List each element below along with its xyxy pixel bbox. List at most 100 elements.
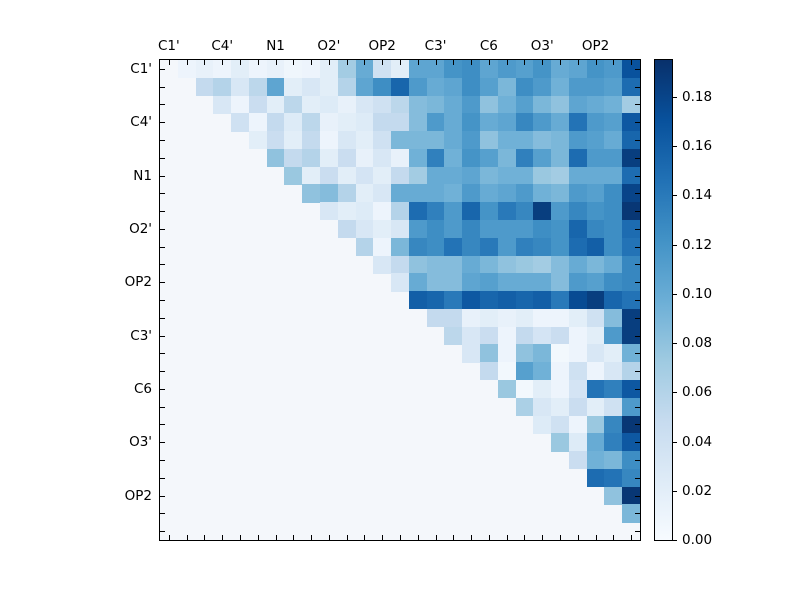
heatmap-cell bbox=[604, 362, 623, 381]
heatmap-cell bbox=[568, 273, 588, 292]
colorbar-tick-mark bbox=[673, 540, 677, 541]
heatmap-cell bbox=[568, 220, 588, 239]
heatmap-cell bbox=[604, 148, 623, 168]
y-axis-tick-label: C3' bbox=[130, 327, 152, 344]
right-tick-mark bbox=[635, 122, 640, 124]
heatmap-cell bbox=[337, 166, 356, 185]
heatmap-cell bbox=[302, 77, 321, 96]
right-tick-mark bbox=[635, 406, 640, 408]
heatmap-cell bbox=[604, 486, 623, 505]
y-axis-tick-label: O2' bbox=[129, 220, 152, 237]
heatmap-cell bbox=[231, 60, 250, 79]
heatmap-cell bbox=[391, 60, 410, 79]
heatmap-cell bbox=[426, 184, 445, 203]
heatmap-cell bbox=[515, 326, 534, 345]
heatmap-cell bbox=[604, 202, 623, 221]
heatmap-cell bbox=[551, 77, 570, 96]
heatmap-cell bbox=[480, 362, 499, 381]
heatmap-cell bbox=[444, 166, 463, 185]
heatmap-cell bbox=[568, 291, 588, 310]
heatmap-cell bbox=[551, 148, 570, 168]
heatmap-cell bbox=[568, 113, 588, 132]
bottom-tick-mark bbox=[400, 535, 401, 540]
heatmap-cell bbox=[515, 77, 534, 96]
colorbar-tick-label: 0.16 bbox=[682, 138, 713, 155]
heatmap-cell bbox=[622, 486, 641, 505]
right-tick-mark bbox=[635, 104, 640, 106]
heatmap-cell bbox=[355, 202, 374, 221]
right-tick-mark bbox=[635, 424, 640, 426]
x-axis-tick-label: OP2 bbox=[581, 38, 610, 54]
heatmap-cell bbox=[462, 77, 481, 96]
heatmap-cell bbox=[533, 255, 552, 274]
left-tick-mark bbox=[160, 246, 165, 248]
heatmap-cell bbox=[391, 77, 410, 96]
bottom-tick-mark bbox=[577, 535, 579, 540]
heatmap-cell bbox=[480, 60, 499, 79]
heatmap-cell bbox=[426, 60, 445, 79]
heatmap-cell bbox=[195, 60, 214, 79]
y-axis-tick-label: N1 bbox=[133, 167, 152, 184]
colorbar-tick-label: 0.02 bbox=[682, 482, 713, 499]
heatmap-cell bbox=[497, 184, 516, 203]
heatmap-cell bbox=[373, 220, 392, 239]
top-tick-mark bbox=[240, 60, 241, 65]
heatmap-cell bbox=[497, 362, 516, 381]
bottom-tick-mark bbox=[222, 535, 224, 540]
heatmap-cell bbox=[391, 131, 410, 150]
bottom-tick-mark bbox=[346, 535, 348, 540]
x-axis-tick-label: C3' bbox=[424, 38, 447, 54]
heatmap-cell bbox=[604, 415, 623, 434]
right-tick-mark bbox=[635, 193, 640, 195]
colorbar-tick-mark bbox=[673, 244, 677, 246]
heatmap-cell bbox=[604, 131, 623, 150]
left-tick-mark bbox=[160, 495, 165, 497]
heatmap-cell bbox=[213, 60, 232, 79]
heatmap-cell bbox=[533, 362, 552, 381]
heatmap-cell bbox=[497, 308, 516, 328]
heatmap-cell bbox=[284, 113, 303, 132]
heatmap-cell bbox=[391, 95, 410, 114]
bottom-tick-mark bbox=[542, 535, 544, 540]
bottom-tick-mark bbox=[506, 535, 508, 540]
heatmap-cell bbox=[248, 60, 268, 79]
heatmap-cell bbox=[586, 308, 605, 328]
colorbar-tick-mark bbox=[673, 441, 677, 443]
heatmap-cell bbox=[604, 220, 623, 239]
colorbar-tick-mark bbox=[673, 195, 677, 197]
top-tick-mark bbox=[453, 60, 455, 65]
top-tick-mark bbox=[364, 60, 366, 65]
heatmap-cell bbox=[551, 326, 570, 345]
heatmap-cell bbox=[568, 397, 588, 416]
bottom-tick-mark bbox=[471, 535, 473, 540]
heatmap-cell bbox=[586, 184, 605, 203]
heatmap-cell bbox=[213, 77, 232, 96]
heatmap-cell bbox=[462, 220, 481, 239]
top-tick-mark bbox=[613, 60, 615, 65]
left-tick-mark bbox=[160, 175, 165, 177]
x-axis-tick-label: C4' bbox=[211, 38, 234, 54]
heatmap-cell bbox=[604, 380, 623, 399]
heatmap-cell bbox=[533, 77, 552, 96]
bottom-tick-mark bbox=[275, 535, 277, 540]
left-tick-mark bbox=[160, 371, 165, 373]
heatmap-cell bbox=[586, 326, 605, 345]
heatmap-cell bbox=[408, 166, 428, 185]
heatmap-cell bbox=[408, 77, 428, 96]
heatmap-cell bbox=[426, 148, 445, 168]
heatmap-cell bbox=[462, 148, 481, 168]
heatmap-cell bbox=[337, 113, 356, 132]
heatmap-cell bbox=[604, 451, 623, 470]
heatmap-cell bbox=[373, 166, 392, 185]
heatmap-cell bbox=[515, 397, 534, 416]
heatmap-cell bbox=[551, 380, 570, 399]
left-tick-mark bbox=[160, 513, 165, 515]
heatmap-cell bbox=[533, 220, 552, 239]
heatmap-cell bbox=[320, 113, 339, 132]
heatmap-cell bbox=[515, 308, 534, 328]
heatmap-cell bbox=[515, 60, 534, 79]
right-tick-mark bbox=[635, 335, 640, 337]
heatmap-cell bbox=[337, 220, 356, 239]
heatmap-cell bbox=[622, 504, 641, 523]
heatmap-cell bbox=[497, 220, 516, 239]
